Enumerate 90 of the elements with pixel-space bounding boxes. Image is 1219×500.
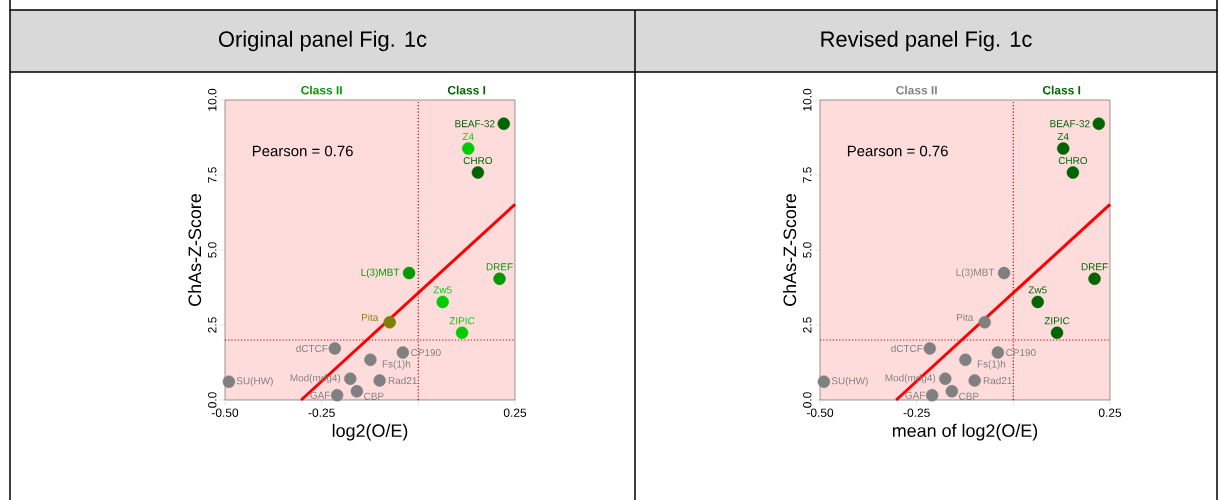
chart-title: Original panel Fig. 1c	[218, 30, 427, 52]
point	[471, 166, 485, 179]
y-axis-title: ChAs-Z-Score	[783, 194, 797, 306]
y-axis-title: ChAs-Z-Score	[188, 194, 202, 306]
point	[959, 353, 972, 366]
chart-title: Revised panel Fig. 1c	[821, 30, 1032, 52]
y-tick-label: 10.0	[803, 88, 812, 111]
x-tick-label: -0.50	[806, 408, 834, 417]
series-label: SU(HW)	[831, 377, 868, 387]
point	[945, 385, 959, 398]
series-label: Zw5	[1028, 286, 1047, 294]
point	[383, 316, 396, 329]
x-tick-label: 0.25	[503, 408, 527, 417]
series-label: dCTCF	[891, 344, 923, 353]
y-tick-label: 2.5	[803, 317, 812, 333]
point	[1050, 326, 1064, 339]
point	[402, 266, 416, 280]
point	[1057, 142, 1070, 155]
x-axis-title: log2(O/E)	[332, 423, 408, 441]
point	[344, 372, 357, 385]
y-tick-label: 5.0	[803, 242, 812, 258]
text: Class I	[447, 85, 486, 95]
series-label: Z4	[462, 133, 474, 141]
series-label: BEAF-32	[1050, 120, 1090, 128]
series-label: dCTCF	[296, 344, 328, 353]
point	[968, 374, 981, 387]
series-label: CBP	[959, 392, 979, 400]
text: Class I	[1042, 85, 1081, 95]
annotation: Pearson = 0.76	[847, 145, 948, 157]
point	[396, 346, 410, 359]
series-label: CHRO	[1058, 157, 1088, 165]
series-label: CP190	[1006, 349, 1036, 357]
point	[997, 266, 1011, 280]
point	[350, 385, 364, 398]
series-label: Zw5	[433, 286, 452, 294]
series-label: CHRO	[463, 157, 493, 165]
text: Class II	[301, 85, 342, 95]
y-tick-label: 0.0	[208, 392, 217, 408]
point	[373, 374, 386, 387]
series-label: L(3)MBT	[361, 268, 400, 278]
point	[1088, 272, 1101, 285]
series-label: Rad21	[983, 376, 1012, 385]
point	[364, 353, 377, 366]
y-tick-label: 2.5	[208, 317, 217, 333]
point	[436, 295, 449, 309]
point	[462, 142, 475, 155]
y-tick-label: 10.0	[208, 88, 217, 111]
series-label: Z4	[1057, 133, 1069, 141]
series-label: Pita	[361, 313, 379, 321]
point	[330, 389, 344, 402]
point	[817, 375, 831, 388]
series-label: Fs(1)h	[382, 360, 411, 370]
series-label: Fs(1)h	[977, 360, 1006, 370]
y-tick-label: 7.5	[208, 167, 217, 183]
point	[493, 272, 506, 285]
series-label: BEAF-32	[455, 120, 495, 128]
point	[923, 342, 937, 355]
series-label: DREF	[1081, 263, 1108, 271]
series-label: ZIPIC	[449, 317, 475, 325]
series-label: SU(HW)	[236, 377, 273, 387]
x-tick-label: -0.25	[308, 408, 335, 417]
point	[939, 372, 952, 385]
y-tick-label: 7.5	[803, 167, 812, 183]
series-label: ZIPIC	[1044, 317, 1070, 325]
y-tick-label: 0.0	[803, 392, 812, 408]
series-label: CP190	[411, 349, 441, 357]
point	[1066, 166, 1080, 179]
series-label: GAF	[310, 391, 330, 399]
point	[222, 375, 236, 388]
point	[455, 326, 469, 339]
series-label: DREF	[486, 263, 513, 271]
y-tick-label: 5.0	[208, 242, 217, 258]
series-label: CBP	[364, 392, 384, 400]
series-label: Rad21	[388, 376, 417, 385]
series-label: GAF	[905, 391, 925, 399]
x-tick-label: -0.25	[903, 408, 930, 417]
x-tick-label: 0.25	[1098, 408, 1122, 417]
point	[978, 316, 991, 329]
point	[328, 342, 342, 355]
x-axis-title: mean of log2(O/E)	[892, 423, 1038, 441]
point	[925, 389, 939, 402]
text: Class II	[896, 85, 937, 95]
series-label: Pita	[956, 313, 974, 321]
x-tick-label: -0.50	[211, 408, 239, 417]
annotation: Pearson = 0.76	[252, 145, 353, 157]
point	[991, 346, 1005, 359]
point	[1031, 295, 1044, 309]
series-label: L(3)MBT	[956, 268, 995, 278]
point	[1092, 117, 1105, 130]
point	[497, 117, 510, 130]
